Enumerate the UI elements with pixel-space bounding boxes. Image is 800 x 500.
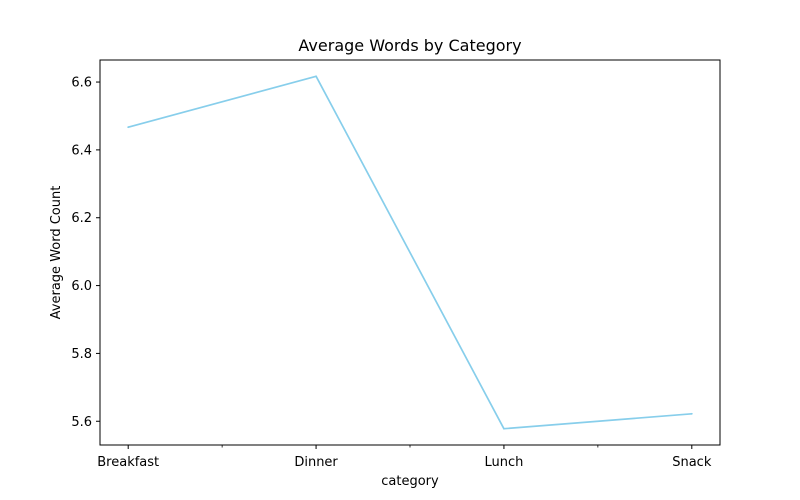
- y-tick-label: 6.2: [71, 211, 92, 226]
- x-tick-label: Snack: [672, 455, 712, 470]
- series-layer: [127, 75, 693, 430]
- y-tick-label: 6.4: [71, 143, 92, 158]
- chart-title: Average Words by Category: [298, 36, 521, 55]
- y-tick-label: 6.0: [71, 279, 92, 294]
- x-tick-label: Dinner: [294, 455, 338, 470]
- y-axis-label: Average Word Count: [49, 186, 64, 320]
- data-point: [127, 126, 130, 129]
- x-tick-label: Breakfast: [97, 455, 159, 470]
- data-point: [690, 412, 693, 415]
- plot-frame: [99, 59, 721, 446]
- x-tick-label: Lunch: [484, 455, 523, 470]
- series-line: [127, 75, 692, 430]
- data-point: [315, 75, 317, 78]
- y-axis-ticks: 5.6 5.8 6.0 6.2 6.4 6.6: [71, 76, 100, 430]
- x-axis-ticks: Breakfast Dinner Lunch Snack: [97, 445, 712, 470]
- data-point: [503, 427, 505, 430]
- y-tick-label: 5.6: [71, 415, 92, 430]
- y-tick-label: 5.8: [71, 347, 92, 362]
- y-tick-label: 6.6: [71, 76, 92, 91]
- x-axis-label: category: [381, 474, 439, 489]
